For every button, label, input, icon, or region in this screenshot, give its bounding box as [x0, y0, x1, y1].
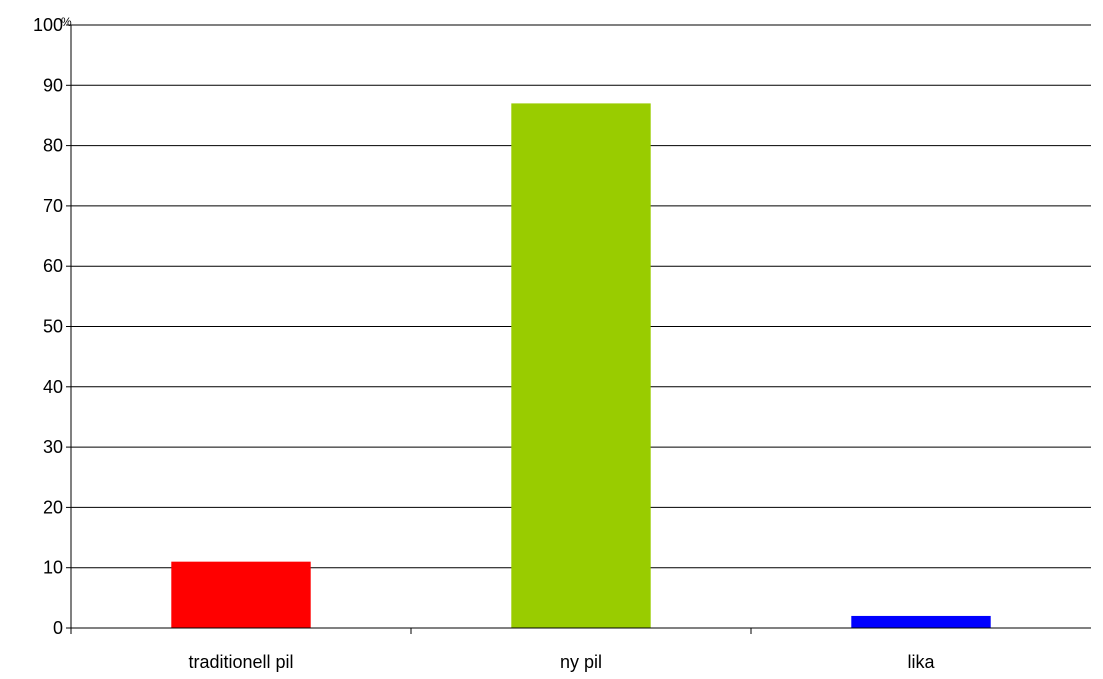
axes [66, 24, 1091, 634]
bar-traditionell-pil [171, 561, 311, 628]
y-tick-label: 20 [43, 497, 63, 517]
y-tick-label: 60 [43, 256, 63, 276]
bars [171, 103, 991, 628]
y-tick-label: 0 [53, 618, 63, 638]
bar-ny-pil [511, 103, 651, 628]
x-category-label: ny pil [560, 652, 602, 672]
y-tick-label: 90 [43, 75, 63, 95]
y-tick-label: 100 [33, 15, 63, 35]
x-category-label: lika [907, 652, 935, 672]
x-category-labels: traditionell pil ny pil lika [188, 652, 935, 672]
x-category-label: traditionell pil [188, 652, 293, 672]
y-tick-labels: 0 10 20 30 40 50 60 70 80 90 100 [33, 15, 63, 638]
y-tick-label: 50 [43, 317, 63, 337]
y-tick-label: 80 [43, 136, 63, 156]
bar-lika [851, 615, 991, 628]
y-tick-label: 40 [43, 377, 63, 397]
y-tick-label: 10 [43, 558, 63, 578]
y-tick-label: 70 [43, 196, 63, 216]
y-tick-label: 30 [43, 437, 63, 457]
y-unit-label: % [61, 15, 72, 29]
